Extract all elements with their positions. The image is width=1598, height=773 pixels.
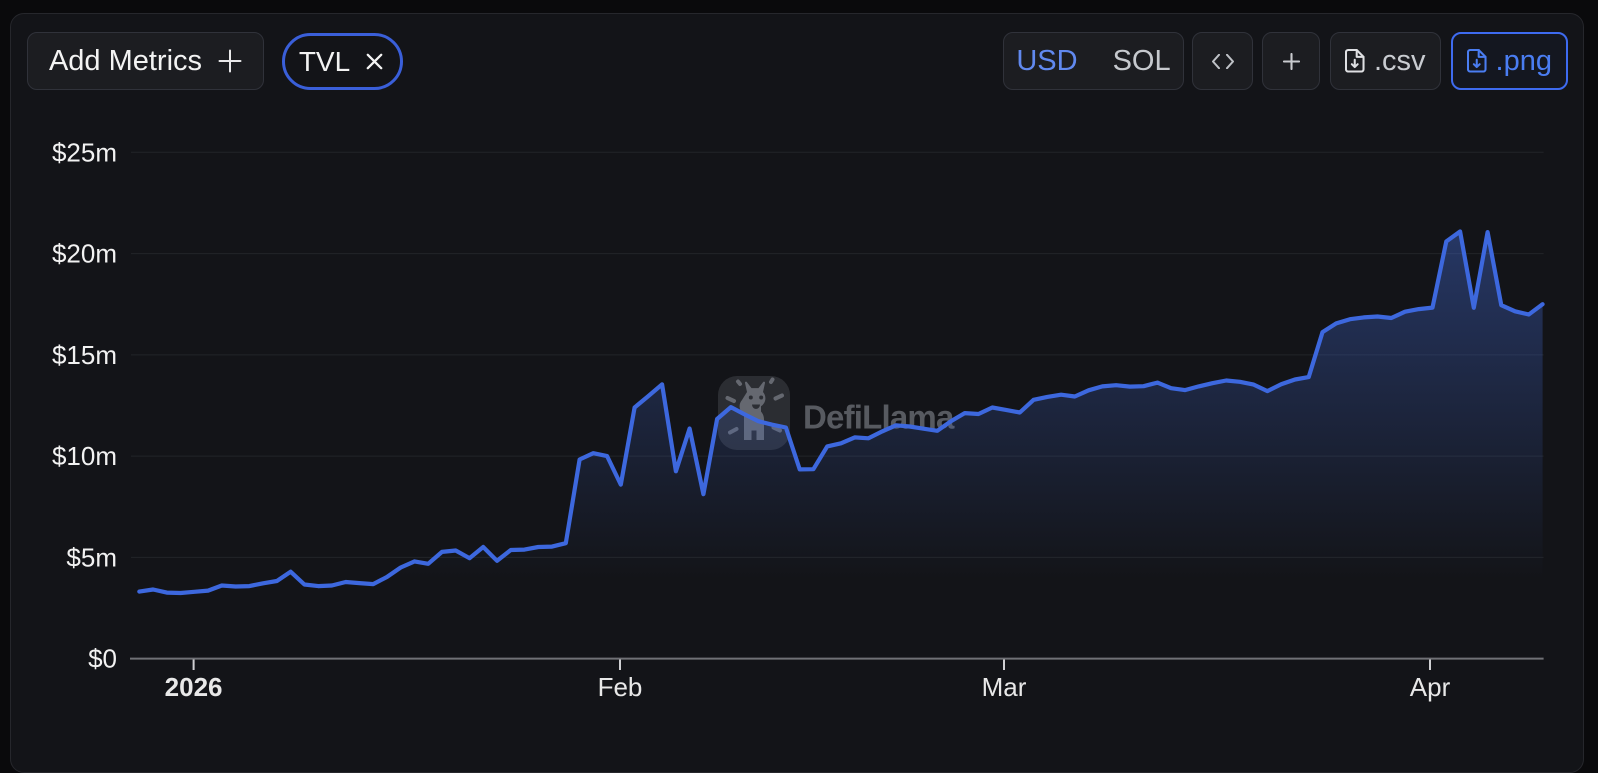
svg-text:$10m: $10m [52, 441, 117, 471]
svg-text:Feb: Feb [598, 672, 643, 702]
svg-text:$15m: $15m [52, 340, 117, 370]
svg-text:$20m: $20m [52, 239, 117, 269]
svg-text:Mar: Mar [982, 672, 1027, 702]
svg-text:Apr: Apr [1410, 672, 1451, 702]
svg-text:$25m: $25m [52, 137, 117, 167]
svg-text:2026: 2026 [165, 672, 223, 702]
svg-text:$5m: $5m [66, 542, 117, 572]
svg-text:$0: $0 [88, 644, 117, 674]
